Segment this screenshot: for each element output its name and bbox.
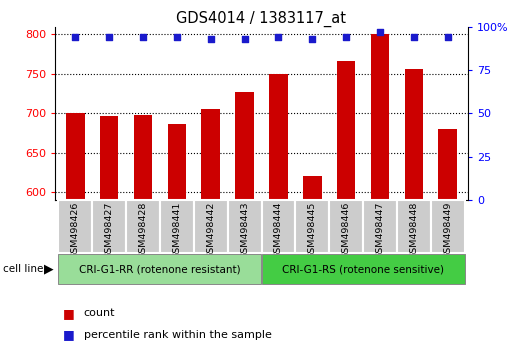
Text: CRI-G1-RR (rotenone resistant): CRI-G1-RR (rotenone resistant)	[79, 264, 241, 274]
Text: ▶: ▶	[44, 263, 54, 275]
Point	[207, 36, 215, 41]
Text: ■: ■	[63, 307, 74, 320]
Text: GSM498447: GSM498447	[376, 202, 384, 259]
Point	[173, 34, 181, 40]
Text: GSM498448: GSM498448	[410, 202, 418, 259]
Point	[376, 29, 384, 35]
Text: cell line: cell line	[3, 264, 43, 274]
Text: GDS4014 / 1383117_at: GDS4014 / 1383117_at	[176, 11, 347, 27]
Point	[308, 36, 316, 41]
FancyBboxPatch shape	[431, 200, 465, 253]
Bar	[303, 176, 322, 200]
FancyBboxPatch shape	[58, 255, 261, 284]
Bar	[337, 61, 356, 200]
FancyBboxPatch shape	[194, 200, 228, 253]
Text: CRI-G1-RS (rotenone sensitive): CRI-G1-RS (rotenone sensitive)	[282, 264, 445, 274]
FancyBboxPatch shape	[329, 200, 363, 253]
Text: GSM498441: GSM498441	[173, 202, 181, 259]
Point	[444, 34, 452, 40]
Text: GSM498445: GSM498445	[308, 202, 317, 259]
FancyBboxPatch shape	[160, 200, 194, 253]
Text: ■: ■	[63, 328, 74, 341]
FancyBboxPatch shape	[228, 200, 262, 253]
Text: GSM498426: GSM498426	[71, 202, 79, 259]
Bar	[269, 74, 288, 200]
Bar	[405, 69, 423, 200]
FancyBboxPatch shape	[126, 200, 160, 253]
FancyBboxPatch shape	[397, 200, 431, 253]
FancyBboxPatch shape	[262, 200, 295, 253]
Text: percentile rank within the sample: percentile rank within the sample	[84, 330, 271, 339]
Bar	[100, 116, 118, 200]
Point	[139, 34, 147, 40]
Point	[71, 34, 79, 40]
Text: count: count	[84, 308, 115, 318]
Bar	[438, 129, 457, 200]
Text: GSM498446: GSM498446	[342, 202, 350, 259]
Bar	[235, 92, 254, 200]
Bar	[167, 124, 186, 200]
Point	[241, 36, 249, 41]
Point	[274, 34, 282, 40]
Text: GSM498427: GSM498427	[105, 202, 113, 259]
Bar	[66, 113, 85, 200]
Point	[410, 34, 418, 40]
Point	[342, 34, 350, 40]
FancyBboxPatch shape	[262, 255, 465, 284]
FancyBboxPatch shape	[58, 200, 92, 253]
FancyBboxPatch shape	[92, 200, 126, 253]
Text: GSM498449: GSM498449	[444, 202, 452, 259]
Text: GSM498444: GSM498444	[274, 202, 283, 259]
FancyBboxPatch shape	[363, 200, 397, 253]
Text: GSM498443: GSM498443	[240, 202, 249, 259]
Bar	[371, 34, 389, 200]
Point	[105, 34, 113, 40]
FancyBboxPatch shape	[295, 200, 329, 253]
Bar	[134, 115, 152, 200]
Text: GSM498442: GSM498442	[206, 202, 215, 259]
Text: GSM498428: GSM498428	[139, 202, 147, 259]
Bar	[201, 109, 220, 200]
